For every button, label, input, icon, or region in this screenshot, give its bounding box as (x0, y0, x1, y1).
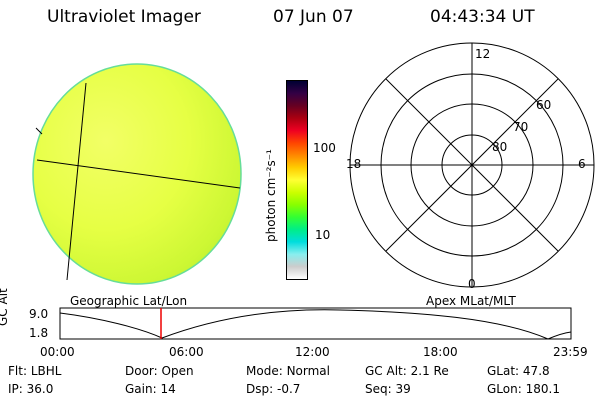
glat-value: 47.8 (522, 364, 550, 378)
flt-value: LBHL (30, 364, 62, 378)
colorbar (286, 80, 308, 280)
mode-value: Normal (286, 364, 330, 378)
info-glat: GLat: 47.8 (487, 364, 550, 378)
mlat-label-60: 60 (536, 98, 552, 112)
mlat-label-80: 80 (492, 140, 508, 154)
timeline-xtick-1800: 18:00 (423, 345, 458, 359)
instrument-title: Ultraviolet Imager (47, 7, 201, 27)
info-door: Door: Open (125, 364, 194, 378)
info-glon: GLon: 180.1 (487, 382, 560, 396)
timeline-xtick-0600: 06:00 (169, 345, 204, 359)
timeline-axis-title: GC Alt (0, 288, 10, 326)
timeline-ytick-9: 9.0 (29, 307, 49, 321)
door-value: Open (161, 364, 194, 378)
glon-value: 180.1 (525, 382, 560, 396)
info-gain: Gain: 14 (125, 382, 176, 396)
info-flt: Flt: LBHL (8, 364, 62, 378)
mlt-label-0: 0 (468, 277, 476, 291)
time-label: 04:43:34 UT (430, 7, 535, 27)
ip-value: 36.0 (26, 382, 54, 396)
info-seq: Seq: 39 (365, 382, 411, 396)
timeline-xtick-1200: 12:00 (295, 345, 330, 359)
info-mode: Mode: Normal (246, 364, 330, 378)
colorbar-tick-10: 10 (315, 228, 331, 242)
info-dsp: Dsp: -0.7 (246, 382, 301, 396)
colorbar-tick-100: 100 (313, 141, 336, 155)
gcalt-value: 2.1 Re (410, 364, 449, 378)
timeline-ytick-1-8: 1.8 (29, 326, 49, 340)
mlt-label-6: 6 (578, 157, 586, 171)
info-gcalt: GC Alt: 2.1 Re (365, 364, 449, 378)
info-ip: IP: 36.0 (8, 382, 54, 396)
mlat-label-70: 70 (513, 120, 529, 134)
geographic-caption: Geographic Lat/Lon (70, 294, 188, 308)
mlt-label-12: 12 (475, 47, 491, 61)
mlt-label-18: 18 (346, 157, 362, 171)
gain-value: 14 (160, 382, 176, 396)
date-label: 07 Jun 07 (273, 7, 354, 27)
timeline-xtick-2359: 23:59 (553, 345, 588, 359)
timeline-xtick-0000: 00:00 (40, 345, 75, 359)
dsp-value: -0.7 (276, 382, 301, 396)
seq-value: 39 (395, 382, 411, 396)
apex-caption: Apex MLat/MLT (426, 294, 516, 308)
colorbar-unit-label: photon cm⁻²s⁻¹ (264, 149, 278, 242)
